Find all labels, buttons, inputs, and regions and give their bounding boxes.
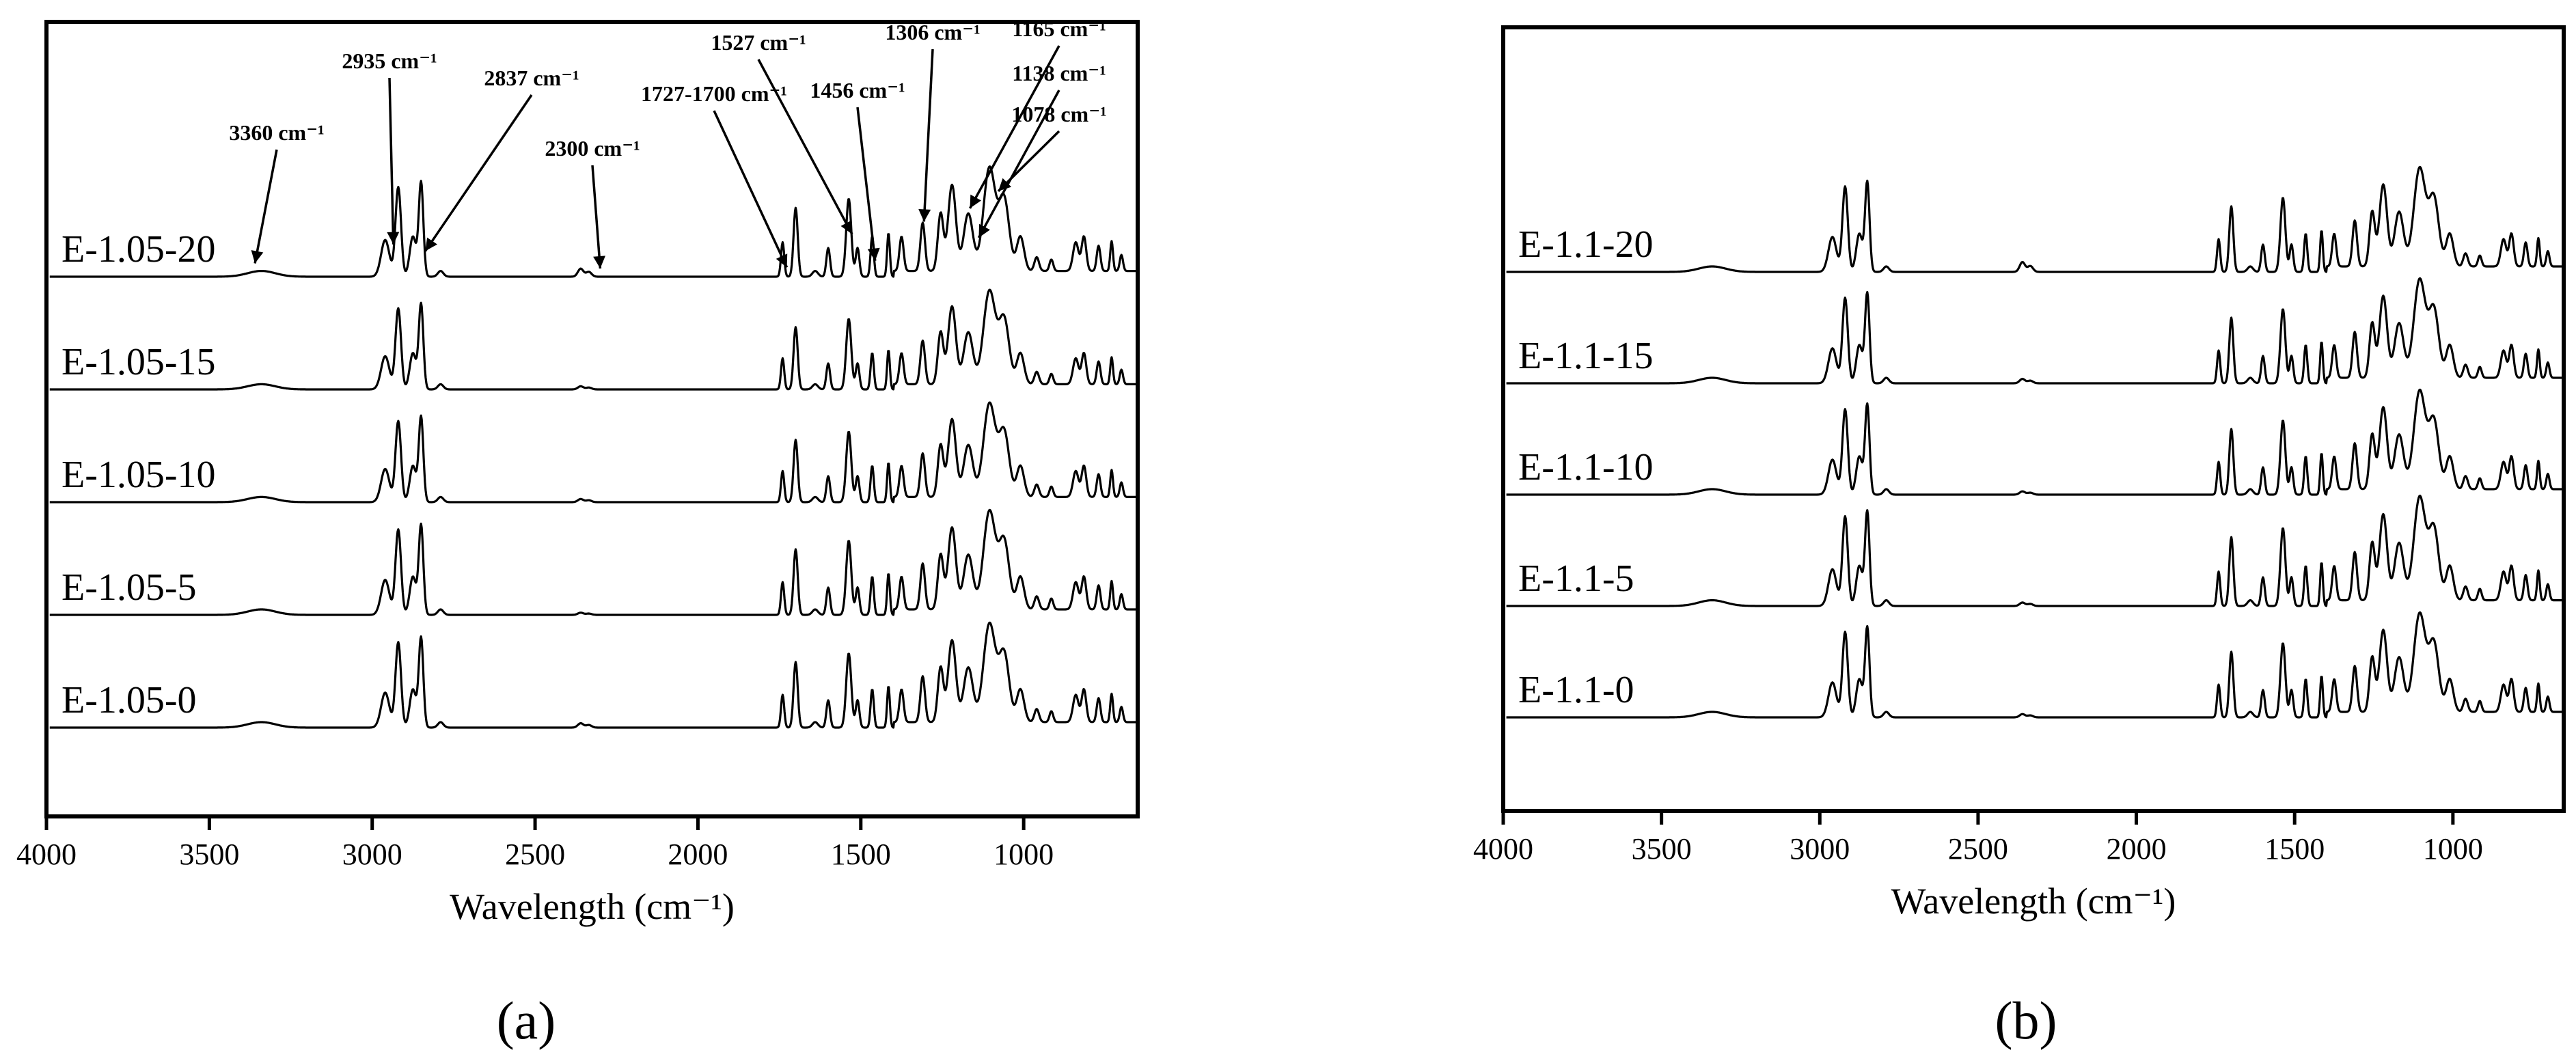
annotation-arrow [591, 165, 602, 269]
spectrum-line [1506, 495, 2564, 607]
peak-annotation-label: 2300 cm⁻¹ [545, 136, 640, 161]
annotation-arrow [424, 94, 533, 252]
trace-label: E-1.1-10 [1518, 446, 1654, 488]
spectrum-line [49, 508, 1138, 616]
annotation-arrowhead [387, 232, 400, 245]
x-axis-label: Wavelength (cm⁻¹) [450, 886, 735, 927]
x-tick-label: 4000 [1473, 832, 1533, 866]
x-tick-label: 1500 [831, 838, 891, 871]
plot-frame [44, 20, 1140, 818]
annotation-arrow [856, 107, 877, 261]
peak-annotation-label: 1078 cm⁻¹ [1011, 102, 1106, 126]
annotation-arrow [757, 59, 853, 235]
spectrum-line [1506, 388, 2564, 496]
x-tick-label: 2500 [1948, 832, 2008, 866]
panel-a-chart: 4000 3500 3000 2500 2000 1500 1000 Wavelength (… [16, 16, 1140, 927]
trace-label: E-1.1-20 [1518, 223, 1654, 266]
x-tick-label: 3500 [1632, 832, 1692, 866]
annotation-arrowhead [425, 237, 437, 251]
annotation-arrow [713, 110, 789, 268]
trace-label: E-1.1-0 [1518, 669, 1634, 711]
spectrum-line [1506, 277, 2564, 385]
x-tick-label: 2000 [668, 838, 728, 871]
spectrum-line [49, 288, 1138, 391]
x-tick-label: 2500 [505, 838, 565, 871]
x-tick-label: 1500 [2264, 832, 2325, 866]
annotation-arrowhead [867, 247, 880, 261]
trace-label: E-1.05-0 [61, 679, 197, 721]
peak-annotation-label: 2935 cm⁻¹ [342, 49, 437, 73]
annotation-arrowhead [776, 253, 788, 268]
annotation-arrow [968, 45, 1060, 209]
annotation-arrowhead [998, 178, 1012, 191]
peak-annotation-label: 1165 cm⁻¹ [1012, 16, 1106, 41]
annotation-arrowhead [970, 194, 981, 208]
x-tick-label: 3000 [1790, 832, 1850, 866]
panel-b-chart: 4000 3500 3000 2500 2000 1500 1000 Wavelength (… [1473, 25, 2566, 922]
peak-annotation-label: 1527 cm⁻¹ [711, 30, 806, 55]
spectrum-line [49, 621, 1138, 729]
trace-label: E-1.05-10 [61, 454, 216, 496]
trace-label: E-1.05-5 [61, 566, 197, 609]
plot-frame [1501, 25, 2566, 813]
x-axis-label: Wavelength (cm⁻¹) [1891, 881, 2176, 922]
spectrum-line [1506, 165, 2564, 273]
annotation-arrowhead [251, 250, 264, 264]
spectrum-line [1506, 611, 2564, 719]
peak-annotation-label: 1456 cm⁻¹ [810, 78, 905, 102]
annotation-arrowhead [840, 220, 852, 234]
x-tick-label: 2000 [2107, 832, 2167, 866]
annotation-arrow [254, 149, 278, 264]
trace-label: E-1.05-20 [61, 228, 216, 271]
annotation-arrow [977, 89, 1060, 238]
trace-label: E-1.05-15 [61, 341, 216, 383]
peak-annotation-label: 3360 cm⁻¹ [229, 120, 324, 145]
peak-annotation-label: 1306 cm⁻¹ [885, 20, 980, 44]
x-tick-label: 4000 [16, 838, 77, 871]
peak-annotation-label: 2837 cm⁻¹ [484, 66, 579, 90]
panel-b-caption: (b) [1995, 991, 2057, 1050]
annotation-arrowhead [593, 256, 605, 268]
spectrum-line [49, 165, 1138, 278]
spectrum-line [49, 401, 1138, 504]
annotation-arrow [922, 49, 934, 222]
annotation-arrowhead [978, 223, 990, 238]
annotation-arrow [997, 130, 1060, 193]
trace-label: E-1.1-5 [1518, 557, 1634, 600]
x-tick-label: 3500 [179, 838, 239, 871]
trace-label: E-1.1-15 [1518, 335, 1654, 377]
peak-annotation-label: 1727-1700 cm⁻¹ [641, 81, 787, 106]
x-tick-label: 1000 [2423, 832, 2483, 866]
annotation-arrowhead [918, 209, 931, 222]
annotation-arrow [388, 77, 395, 245]
panel-a-caption: (a) [497, 991, 556, 1050]
x-tick-label: 3000 [342, 838, 402, 871]
peak-annotation-label: 1138 cm⁻¹ [1012, 61, 1106, 85]
x-tick-label: 1000 [994, 838, 1054, 871]
